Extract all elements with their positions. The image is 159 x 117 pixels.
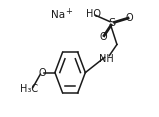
Text: O: O [38, 68, 46, 78]
Text: S: S [109, 18, 116, 28]
Text: Na: Na [51, 10, 66, 20]
Text: NH: NH [99, 53, 114, 64]
Text: +: + [65, 7, 72, 16]
Text: O: O [126, 13, 134, 23]
Text: HO: HO [86, 9, 101, 19]
Text: O: O [99, 32, 107, 42]
Text: H₃C: H₃C [20, 84, 38, 94]
